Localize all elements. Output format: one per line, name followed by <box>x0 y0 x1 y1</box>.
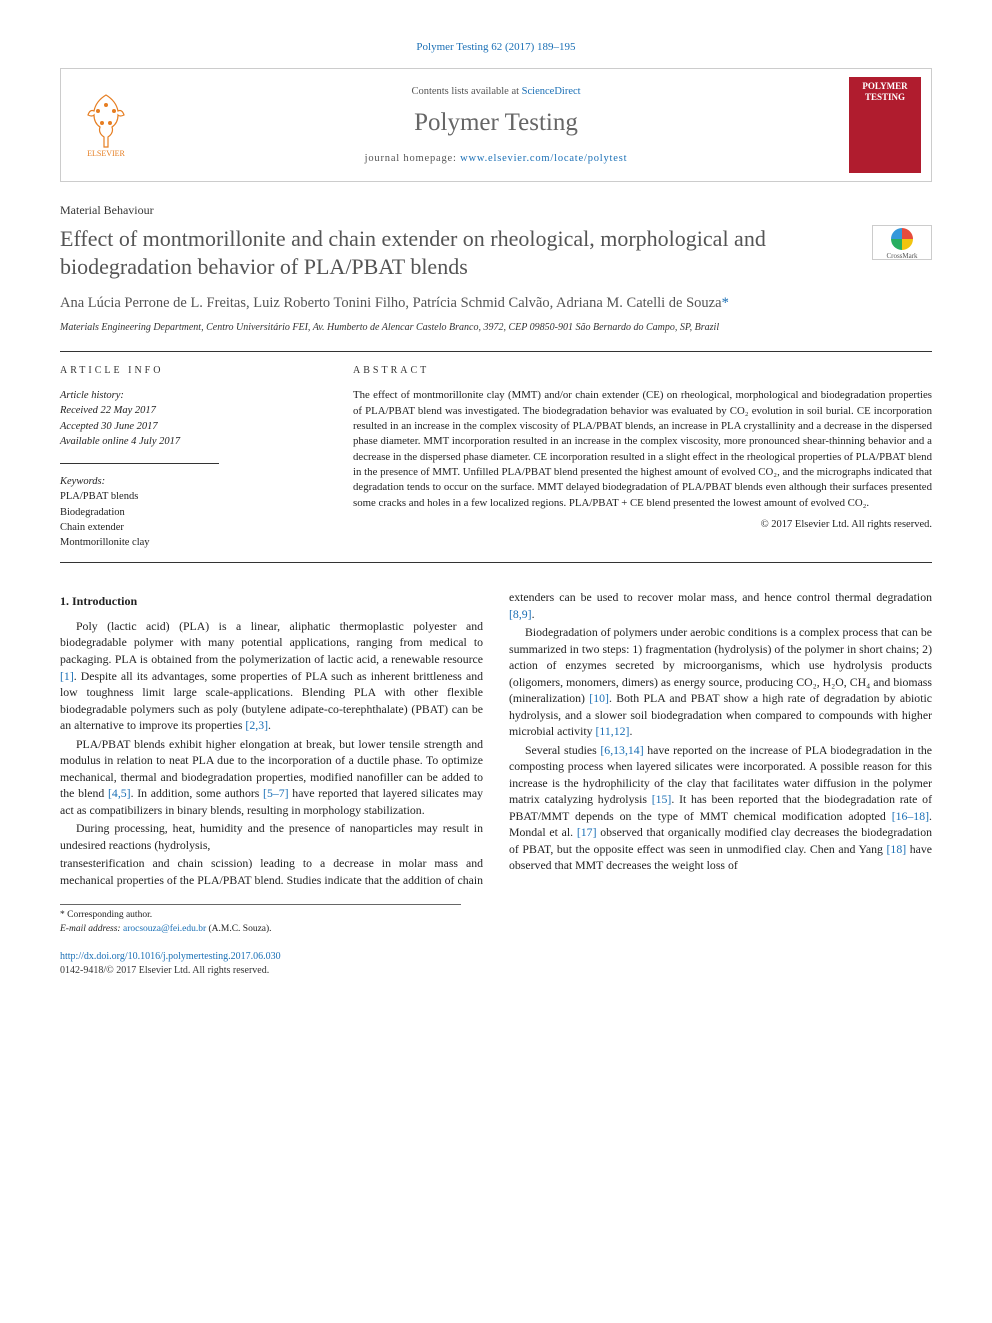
history-received: Received 22 May 2017 <box>60 403 325 418</box>
article-body: 1. Introduction Poly (lactic acid) (PLA)… <box>60 589 932 888</box>
contents-available-line: Contents lists available at ScienceDirec… <box>151 84 841 99</box>
body-paragraph: Poly (lactic acid) (PLA) is a linear, al… <box>60 618 483 734</box>
abstract-label: ABSTRACT <box>353 364 932 379</box>
article-history: Article history: Received 22 May 2017 Ac… <box>60 388 325 449</box>
email-label: E-mail address: <box>60 924 123 934</box>
citation-link[interactable]: [18] <box>887 842 907 856</box>
publisher-name: ELSEVIER <box>87 149 125 157</box>
publisher-logo-block: ELSEVIER <box>61 75 151 174</box>
journal-header: ELSEVIER Contents lists available at Sci… <box>60 68 932 182</box>
issn-copyright: 0142-9418/© 2017 Elsevier Ltd. All right… <box>60 964 932 979</box>
elsevier-tree-icon: ELSEVIER <box>76 87 136 157</box>
title-row: Effect of montmorillonite and chain exte… <box>60 225 932 281</box>
citation-link[interactable]: [8,9] <box>509 607 532 621</box>
body-text: Several studies <box>525 743 600 757</box>
citation-link[interactable]: [2,3] <box>245 718 268 732</box>
article-title: Effect of montmorillonite and chain exte… <box>60 225 932 281</box>
email-suffix: (A.M.C. Souza). <box>206 924 271 934</box>
keyword-item: PLA/PBAT blends <box>60 489 325 504</box>
corresponding-author-note: * Corresponding author. <box>60 909 461 922</box>
article-info-column: ARTICLE INFO Article history: Received 2… <box>60 352 339 562</box>
article-info-label: ARTICLE INFO <box>60 364 325 379</box>
history-online: Available online 4 July 2017 <box>60 434 325 449</box>
history-accepted: Accepted 30 June 2017 <box>60 419 325 434</box>
journal-cover-block: POLYMER TESTING <box>841 69 931 181</box>
journal-homepage-link[interactable]: www.elsevier.com/locate/polytest <box>460 153 627 164</box>
keywords-block: Keywords: PLA/PBAT blends Biodegradation… <box>60 474 325 550</box>
body-text: Poly (lactic acid) (PLA) is a linear, al… <box>60 619 483 666</box>
authors-names: Ana Lúcia Perrone de L. Freitas, Luiz Ro… <box>60 295 722 311</box>
author-email-link[interactable]: arocsouza@fei.edu.br <box>123 924 206 934</box>
body-text: . <box>268 718 271 732</box>
sciencedirect-link[interactable]: ScienceDirect <box>522 86 581 97</box>
header-center: Contents lists available at ScienceDirec… <box>151 74 841 177</box>
citation-link[interactable]: [11,12] <box>595 724 629 738</box>
page-footer: http://dx.doi.org/10.1016/j.polymertesti… <box>60 950 932 979</box>
authors-line: Ana Lúcia Perrone de L. Freitas, Luiz Ro… <box>60 294 932 314</box>
crossmark-icon <box>891 228 913 250</box>
cover-line2: TESTING <box>853 92 917 103</box>
citation-link[interactable]: [1] <box>60 669 74 683</box>
article-meta-block: ARTICLE INFO Article history: Received 2… <box>60 351 932 563</box>
homepage-prefix: journal homepage: <box>365 153 460 164</box>
body-paragraph: Biodegradation of polymers under aerobic… <box>509 624 932 740</box>
citation-line: Polymer Testing 62 (2017) 189–195 <box>60 40 932 56</box>
crossmark-badge[interactable]: CrossMark <box>872 225 932 260</box>
contents-prefix: Contents lists available at <box>411 86 521 97</box>
keywords-label: Keywords: <box>60 474 325 489</box>
body-paragraph: Several studies [6,13,14] have reported … <box>509 742 932 874</box>
citation-link[interactable]: [4,5] <box>108 786 131 800</box>
keyword-item: Montmorillonite clay <box>60 535 325 550</box>
body-text: . <box>629 724 632 738</box>
corresponding-marker: * <box>722 295 729 311</box>
citation-link[interactable]: [10] <box>589 691 609 705</box>
body-text: . In addition, some authors <box>131 786 263 800</box>
email-line: E-mail address: arocsouza@fei.edu.br (A.… <box>60 923 461 936</box>
cover-line1: POLYMER <box>853 81 917 92</box>
body-text: During processing, heat, humidity and th… <box>60 821 483 852</box>
footnote-block: * Corresponding author. E-mail address: … <box>60 904 461 936</box>
body-text: . <box>532 607 535 621</box>
abstract-column: ABSTRACT The effect of montmorillonite c… <box>339 352 932 562</box>
body-text: . Despite all its advantages, some prope… <box>60 669 483 733</box>
citation-link[interactable]: [6,13,14] <box>600 743 643 757</box>
affiliation: Materials Engineering Department, Centro… <box>60 321 932 335</box>
citation-link[interactable]: [15] <box>652 792 672 806</box>
abstract-text: The effect of montmorillonite clay (MMT)… <box>353 388 932 511</box>
abstract-copyright: © 2017 Elsevier Ltd. All rights reserved… <box>353 517 932 532</box>
journal-name: Polymer Testing <box>151 105 841 141</box>
doi-link[interactable]: http://dx.doi.org/10.1016/j.polymertesti… <box>60 951 281 962</box>
history-label: Article history: <box>60 388 325 403</box>
citation-link[interactable]: [16–18] <box>892 809 929 823</box>
citation-link[interactable]: [5–7] <box>263 786 289 800</box>
body-paragraph: During processing, heat, humidity and th… <box>60 820 483 853</box>
journal-cover-icon: POLYMER TESTING <box>849 77 921 173</box>
crossmark-label: CrossMark <box>886 252 917 260</box>
section-heading-introduction: 1. Introduction <box>60 593 483 610</box>
journal-homepage-line: journal homepage: www.elsevier.com/locat… <box>151 151 841 166</box>
keyword-item: Biodegradation <box>60 505 325 520</box>
citation-link[interactable]: [17] <box>577 825 597 839</box>
keyword-item: Chain extender <box>60 520 325 535</box>
body-paragraph: PLA/PBAT blends exhibit higher elongatio… <box>60 736 483 819</box>
article-type: Material Behaviour <box>60 202 932 219</box>
divider <box>60 463 219 464</box>
